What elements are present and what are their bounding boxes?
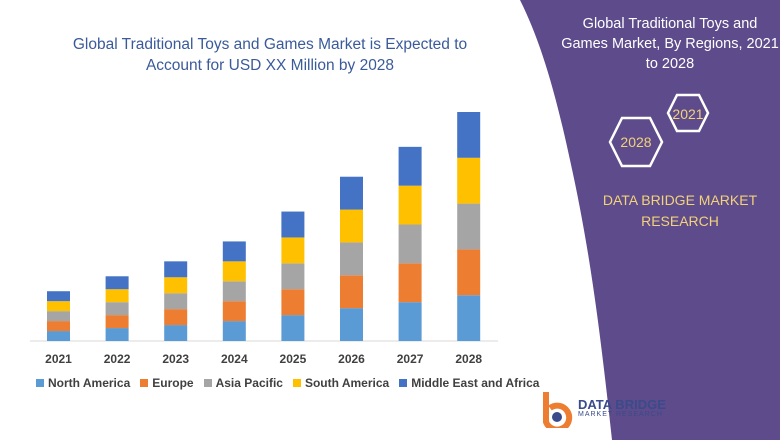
bar-segment-2027-4 bbox=[398, 146, 422, 186]
bar-segment-2023-3 bbox=[164, 277, 188, 294]
x-tick-label: 2024 bbox=[221, 352, 248, 366]
legend-label: Middle East and Africa bbox=[411, 376, 540, 390]
bar-segment-2027-0 bbox=[398, 302, 422, 341]
bar-segment-2023-4 bbox=[164, 261, 188, 278]
bar-segment-2028-1 bbox=[457, 249, 481, 296]
legend-item: Asia Pacific bbox=[203, 376, 283, 390]
legend-swatch bbox=[203, 379, 212, 387]
bar-segment-2022-2 bbox=[105, 302, 129, 316]
legend-swatch bbox=[140, 379, 149, 387]
bar-segment-2024-4 bbox=[222, 241, 246, 262]
side-panel-title: Global Traditional Toys and Games Market… bbox=[561, 16, 779, 72]
hexagon-2021 bbox=[608, 93, 710, 168]
chart-area: 2021 2022 2023 2024 2025 2026 2027 2028 bbox=[30, 112, 498, 366]
bar-segment-2027-1 bbox=[398, 263, 422, 303]
bar-segment-2028-4 bbox=[457, 112, 481, 158]
hex-label-2028: 2028 bbox=[620, 134, 652, 150]
hex-label-2021: 2021 bbox=[672, 106, 704, 122]
bar-segment-2026-2 bbox=[340, 242, 363, 276]
bar-segment-2024-3 bbox=[222, 261, 246, 282]
bar-segment-2025-2 bbox=[281, 263, 305, 290]
logo: DATA BRIDGE MARKET RESEARCH bbox=[540, 388, 666, 428]
logo-line1: DATA BRIDGE bbox=[578, 397, 666, 412]
legend-label: South America bbox=[304, 376, 390, 390]
bar-segment-2026-1 bbox=[340, 275, 363, 309]
bar-segment-2021-2 bbox=[47, 311, 70, 322]
bar-segment-2022-0 bbox=[105, 328, 129, 341]
logo-line2: MARKET RESEARCH bbox=[578, 411, 663, 418]
side-panel bbox=[520, 0, 780, 440]
x-tick-label: 2023 bbox=[162, 352, 189, 366]
logo-icon bbox=[543, 392, 573, 428]
chart-title: Global Traditional Toys and Games Market… bbox=[72, 36, 468, 74]
x-tick-label: 2022 bbox=[104, 352, 131, 366]
bar-segment-2025-0 bbox=[281, 315, 305, 341]
bar-segment-2021-1 bbox=[47, 321, 70, 332]
legend-item: Middle East and Africa bbox=[399, 376, 539, 390]
bar-segment-2022-4 bbox=[105, 276, 129, 290]
legend-item: North America bbox=[36, 376, 130, 390]
bar-segment-2025-3 bbox=[281, 237, 305, 264]
legend-swatch bbox=[36, 379, 44, 387]
bar-segment-2026-0 bbox=[340, 308, 363, 341]
bar-segment-2023-0 bbox=[164, 325, 188, 341]
bar-segment-2022-3 bbox=[105, 289, 129, 303]
legend-swatch bbox=[292, 379, 301, 387]
bar-segment-2022-1 bbox=[105, 315, 129, 329]
legend-label: North America bbox=[48, 376, 131, 390]
bar-segment-2027-2 bbox=[398, 224, 422, 264]
legend-item: South America bbox=[292, 376, 390, 390]
x-tick-label: 2021 bbox=[45, 352, 72, 366]
bar-segment-2026-4 bbox=[340, 176, 363, 210]
bar-segment-2021-4 bbox=[47, 291, 70, 302]
brand-text: DATA BRIDGE MARKET RESEARCH bbox=[602, 192, 758, 229]
x-tick-label: 2026 bbox=[338, 352, 365, 366]
bar-segment-2024-0 bbox=[222, 321, 246, 341]
legend-label: Asia Pacific bbox=[215, 376, 283, 390]
bar-segment-2021-0 bbox=[47, 331, 70, 341]
bar-segment-2025-1 bbox=[281, 289, 305, 316]
legend-label: Europe bbox=[152, 376, 194, 390]
bar-segment-2021-3 bbox=[47, 301, 70, 312]
bar-segment-2028-3 bbox=[457, 157, 481, 204]
bar-segment-2024-1 bbox=[222, 301, 246, 322]
bar-segment-2024-2 bbox=[222, 281, 246, 302]
legend-swatch bbox=[399, 379, 408, 387]
bar-segment-2023-1 bbox=[164, 309, 188, 326]
x-tick-label: 2027 bbox=[397, 352, 424, 366]
x-tick-label: 2025 bbox=[280, 352, 307, 366]
legend: North America Europe Asia Pacific South Ame… bbox=[36, 376, 539, 390]
legend-item: Europe bbox=[140, 376, 194, 390]
bar-segment-2026-3 bbox=[340, 209, 363, 243]
bar-segment-2027-3 bbox=[398, 185, 422, 225]
bar-segment-2028-2 bbox=[457, 203, 481, 250]
x-tick-label: 2028 bbox=[455, 352, 482, 366]
bar-segment-2025-4 bbox=[281, 211, 305, 238]
bar-segment-2023-2 bbox=[164, 293, 188, 310]
bar-segment-2028-0 bbox=[457, 295, 481, 341]
